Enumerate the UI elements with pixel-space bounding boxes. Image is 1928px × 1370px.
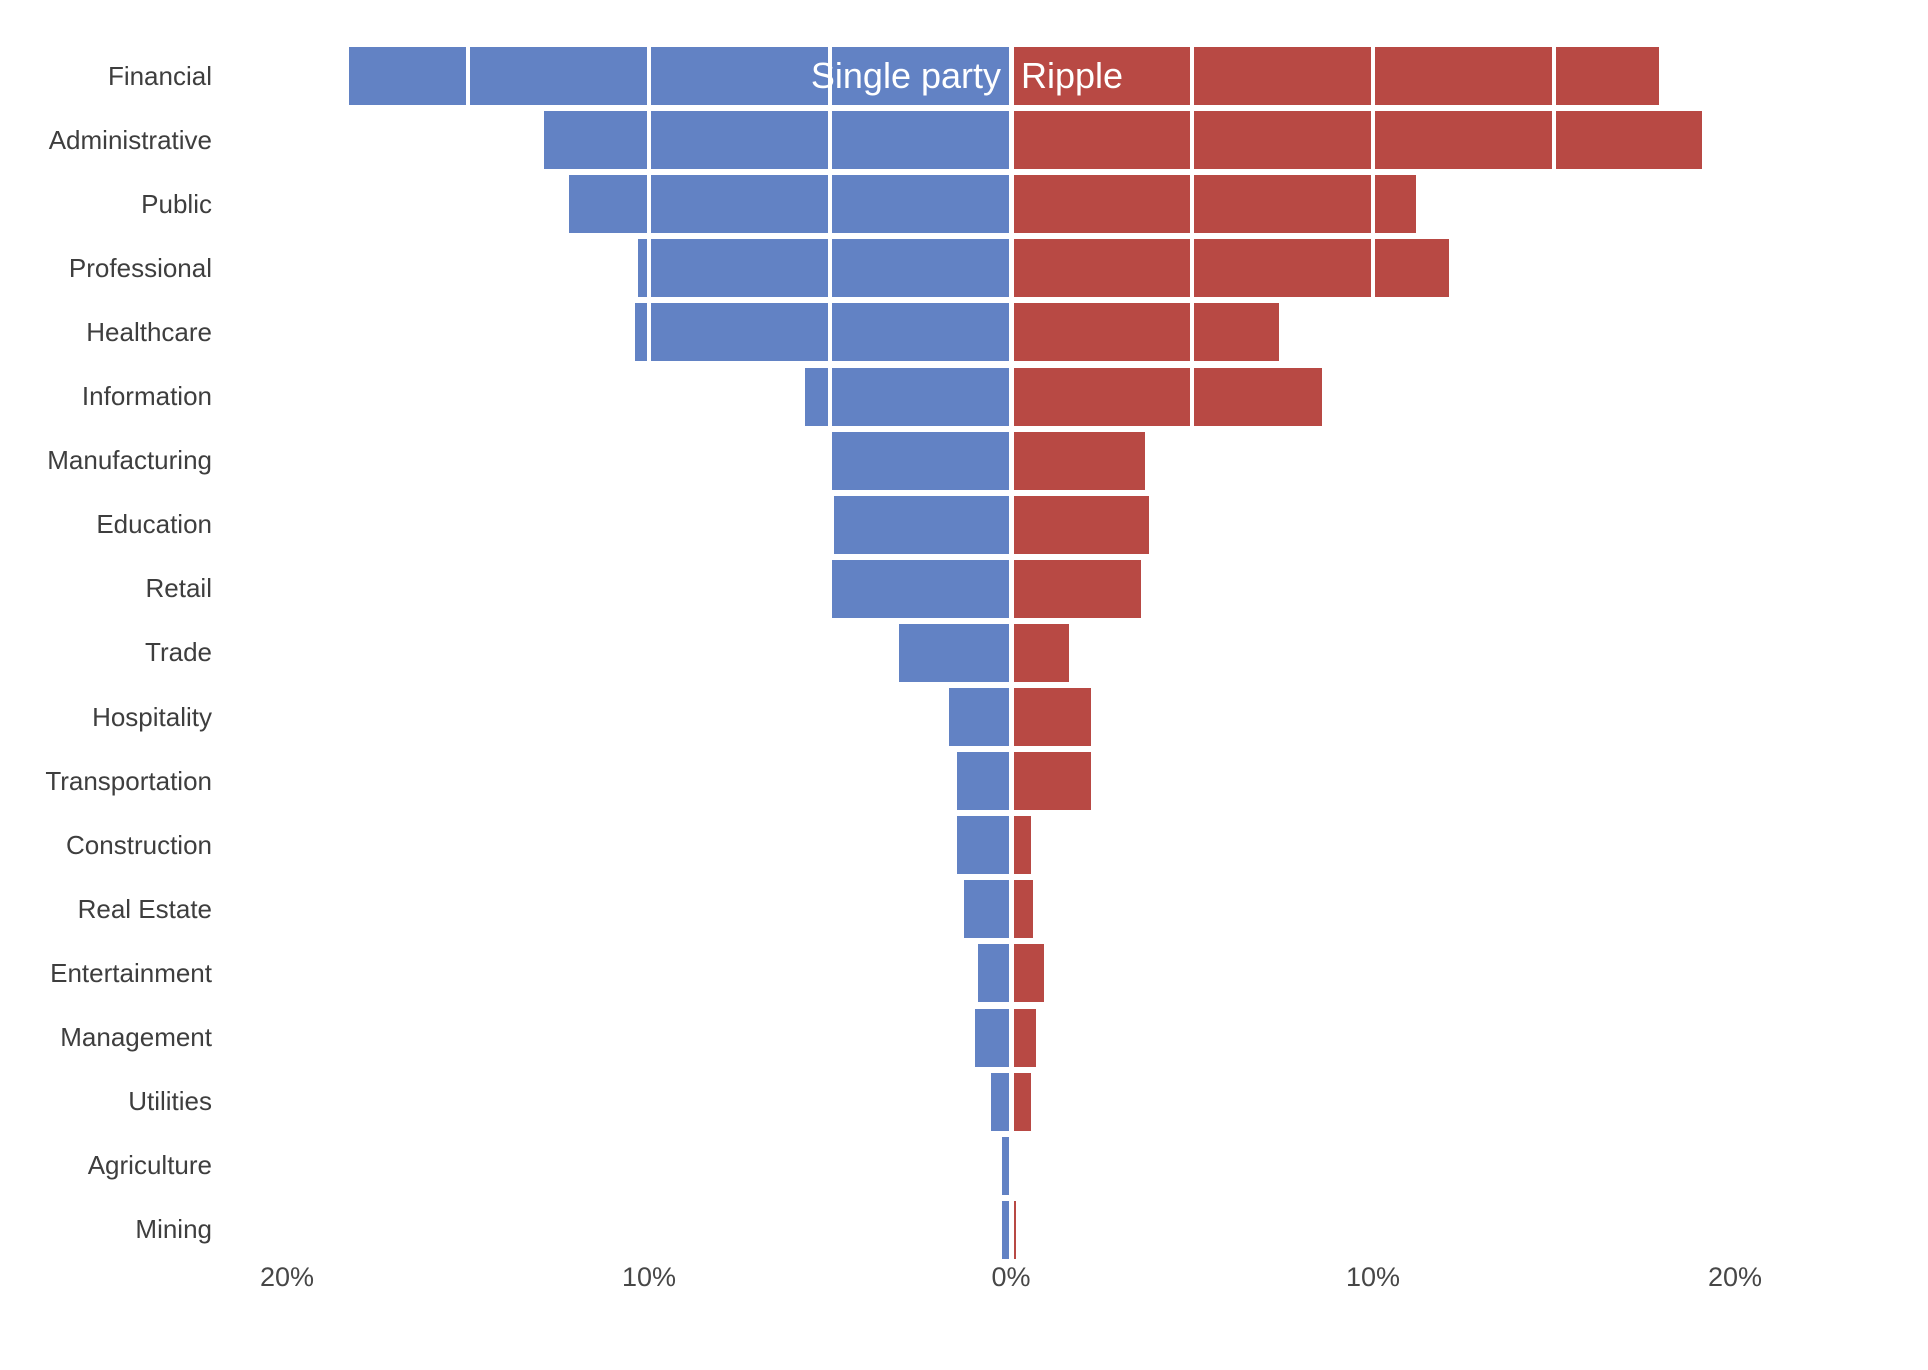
category-label: Management <box>60 1022 212 1052</box>
bar-single-party <box>1001 1200 1011 1259</box>
bar-single-party <box>978 944 1011 1003</box>
bar-single-party <box>804 367 1011 426</box>
category-label: Mining <box>135 1214 212 1245</box>
bar-ripple <box>1011 752 1091 811</box>
x-tick-label: 0% <box>991 1262 1031 1292</box>
category-label: Education <box>96 509 212 540</box>
bar-single-party <box>956 816 1011 875</box>
category-label: Manufacturing <box>47 445 212 476</box>
category-label: Trade <box>145 637 212 668</box>
zero-line <box>1008 40 1014 1260</box>
bar-single-party <box>991 1072 1011 1131</box>
bar-ripple <box>1011 367 1323 426</box>
category-label: Information <box>81 381 212 411</box>
category-label: Hospitality <box>92 701 212 732</box>
bar-single-party <box>638 239 1011 298</box>
bar-single-party <box>569 175 1011 234</box>
category-label: Healthcare <box>86 316 212 347</box>
bar-single-party <box>830 431 1011 490</box>
gridline <box>1552 40 1556 1260</box>
bar-ripple <box>1011 303 1279 362</box>
bar-single-party <box>830 559 1011 618</box>
x-tick-label: 10% <box>1345 1262 1401 1292</box>
bar-single-party <box>974 1008 1011 1067</box>
x-tick-label: 10% <box>621 1262 677 1292</box>
bar-ripple <box>1011 944 1044 1003</box>
legend-label-ripple: Ripple <box>1021 55 1124 96</box>
gridline <box>647 40 651 1260</box>
bar-single-party <box>898 623 1011 682</box>
bar-ripple <box>1011 239 1450 298</box>
bar-single-party <box>348 47 1011 105</box>
category-label: Professional <box>68 252 212 283</box>
category-label: Public <box>141 188 212 219</box>
bar-ripple <box>1011 880 1033 939</box>
bar-ripple <box>1011 175 1417 234</box>
bar-ripple <box>1011 688 1091 746</box>
bar-ripple <box>1011 1200 1017 1259</box>
category-label: Retail <box>145 573 212 604</box>
bar-ripple <box>1011 1008 1037 1067</box>
gridline <box>1190 40 1194 1260</box>
bar-single-party <box>833 495 1011 554</box>
bar-ripple <box>1011 431 1145 490</box>
category-label: Real Estate <box>77 893 212 924</box>
bar-ripple <box>1011 1072 1031 1131</box>
bar-single-party <box>963 880 1011 939</box>
bar-ripple <box>1011 47 1659 105</box>
bar-single-party <box>956 752 1011 811</box>
bar-ripple <box>1011 816 1031 875</box>
category-label: Entertainment <box>50 957 212 988</box>
gridline <box>466 40 470 1260</box>
category-label: Agriculture <box>87 1150 212 1181</box>
bar-ripple <box>1011 559 1142 618</box>
gridline <box>285 40 289 1260</box>
x-tick-label: 20% <box>1707 1262 1763 1292</box>
bar-ripple <box>1011 495 1149 554</box>
gridline <box>1733 40 1737 1260</box>
x-tick-label: 20% <box>259 1262 315 1292</box>
category-label: Construction <box>66 829 212 860</box>
category-label: Financial <box>107 60 212 91</box>
bar-ripple <box>1011 111 1703 170</box>
bar-single-party <box>1001 1136 1011 1195</box>
bar-single-party <box>949 688 1011 746</box>
bar-single-party <box>634 303 1011 362</box>
category-label: Utilities <box>128 1086 212 1117</box>
gridline <box>1371 40 1375 1260</box>
category-label: Administrative <box>48 124 212 155</box>
category-label: Transportation <box>45 765 212 796</box>
bar-ripple <box>1011 623 1069 682</box>
gridline <box>828 40 832 1260</box>
legend-label-single-party: Single party <box>810 55 1001 96</box>
bar-single-party <box>544 111 1011 170</box>
